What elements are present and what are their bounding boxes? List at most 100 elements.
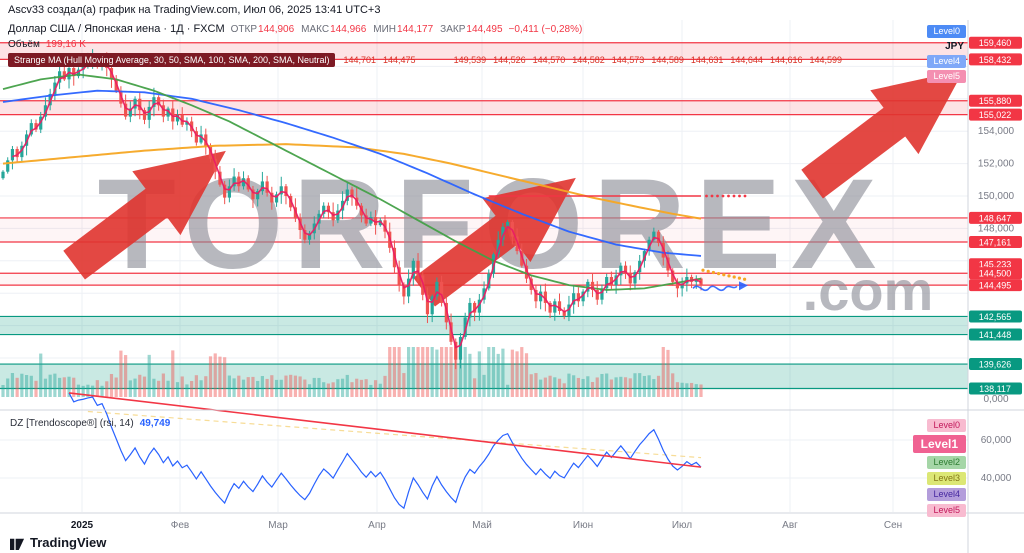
ohlc-field-label: ЗАКР [440,23,466,35]
tradingview-logo-icon [10,538,25,550]
top-right-level-badges: Level0 JPY Level4 Level5 [927,25,966,83]
price-axis-label: 40,000 [981,473,1012,484]
volume-legend-row: Объём 199,16 K [8,39,86,50]
level-badge-level5: Level5 [927,70,966,83]
ohlc-values: ОТКР 144,906 МАКС 144,966 МИН 144,177 ЗАКР 144,… [231,24,503,35]
price-level-tag-value: 155,880 [979,96,1012,106]
level-badge-level4: Level4 [927,488,966,501]
level-badge-level1: Level1 [912,435,966,453]
tradingview-brand-label: TradingView [30,535,107,550]
time-axis-label: Фев [171,520,189,531]
price-level-tag-value: 138,117 [979,384,1011,394]
ma-value: 144,582 [572,55,605,65]
time-axis-label: Мар [268,520,288,531]
chart-canvas[interactable]: TORFOREX.com 154,000 152,000 150,000 148,00… [0,20,1024,553]
svg-text:.com: .com [803,259,934,322]
price-level-tag-value: 142,565 [979,312,1012,322]
ohlc-field-label: МАКС [301,23,330,35]
price-level-tag [969,358,1022,371]
time-axis[interactable]: 2025 Фев Мар Апр Май Июн Июл Авг Сен [71,520,902,531]
price-axis-label: 60,000 [981,435,1012,446]
price-level-tag [969,235,1022,248]
price-axis-label: 152,000 [978,159,1015,170]
change-value: −0,411 (−0,28%) [508,23,583,35]
price-level-tag [969,310,1022,323]
price-axis-label: 0,000 [983,394,1008,405]
symbol-title[interactable]: Доллар США / Японская иена · 1Д · FXCM [8,23,225,35]
bottom-right-level-badges: Level0 Level1 Level2 Level3 Level4 Level5 [912,419,966,517]
price-level-tag [969,211,1022,224]
price-level-tag-value: 148,647 [979,213,1012,223]
price-level-tag [969,53,1022,66]
price-level-tag [969,328,1022,341]
attribution-bar: Ascv33 создал(а) график на TradingView.c… [0,0,1024,20]
level-badge-level3: Level3 [927,472,966,485]
time-axis-label: 2025 [71,520,94,531]
tradingview-footer[interactable]: TradingView [10,535,106,550]
chart-area: TORFOREX.com 154,000 152,000 150,000 148,00… [0,20,1024,553]
price-level-tag-value: 139,626 [979,360,1012,370]
ma-value: 144,570 [532,55,566,65]
symbol-legend-row: Доллар США / Японская иена · 1Д · FXCM О… [8,23,582,35]
price-level-tag [969,94,1022,107]
price-level-tag-value: 141,448 [979,330,1012,340]
volume-value: 199,16 K [45,39,86,50]
price-level-tag-value: 159,460 [979,38,1012,48]
price-level-tag-value: 147,161 [979,237,1012,247]
price-level-tag-value: 145,233 [979,260,1012,270]
price-level-tag-value: 155,022 [979,110,1012,120]
level-badge-level2: Level2 [927,456,966,469]
level-badge-level4: Level4 [927,55,966,68]
watermark-layer: TORFOREX.com [63,69,964,322]
price-level-tag [969,36,1022,49]
ohlc-field-value: 144,906 [258,23,295,35]
price-axis-label: 148,000 [978,223,1015,234]
ohlc-field-value: 144,966 [330,23,367,35]
ma-value: 144,475 [383,55,416,65]
ma-values: 144,701 144,475 149,539 144,526 144,570 144,5… [343,55,842,65]
ma-value: 149,539 [453,55,487,65]
price-axis[interactable]: 154,000 152,000 150,000 148,000 0,000 60,000 4… [0,20,1024,553]
time-axis-label: Апр [368,520,386,531]
ma-legend-row: Strange MA (Hull Moving Average, 30, 50,… [8,53,842,67]
price-level-tag [969,279,1022,292]
ma-value: 144,526 [493,55,526,65]
ohlc-field-value: 144,495 [466,23,503,35]
volume-label[interactable]: Объём [8,39,40,50]
price-level-tag [969,267,1022,280]
ma-value: 144,616 [769,55,803,65]
level-badge-jpy: JPY [945,41,964,52]
price-level-tag [969,382,1022,395]
price-level-tag-value: 144,500 [979,269,1012,279]
ma-value: 144,701 [343,55,377,65]
price-level-tag [969,108,1022,121]
ma-indicator-title[interactable]: Strange MA (Hull Moving Average, 30, 50,… [8,53,336,67]
ma-value: 144,644 [730,55,763,65]
drawing-overlays-layer [488,194,748,292]
price-level-tag-value: 158,432 [979,55,1012,65]
ohlc-field-label: МИН [373,23,397,35]
volume-layer [1,347,703,397]
level-badge-level5: Level5 [927,504,966,517]
dz-legend-row: DZ [Trendoscope®] (rsi, 14) 49,749 [10,418,170,429]
ma-value: 144,589 [651,55,684,65]
ma-value: 144,573 [611,55,645,65]
price-level-tag-value: 144,495 [979,281,1012,291]
ma-value: 144,599 [809,55,843,65]
price-axis-label: 150,000 [978,191,1015,202]
time-axis-label: Май [472,520,492,531]
ma-value: 144,631 [690,55,724,65]
level-badge-level0: Level0 [927,25,966,38]
ohlc-field-label: ОТКР [230,23,258,35]
level-badge-level0: Level0 [927,419,966,432]
ohlc-field-value: 144,177 [397,23,434,35]
time-axis-label: Авг [782,520,798,531]
price-axis-label: 154,000 [978,126,1015,137]
time-axis-label: Сен [884,520,902,531]
dz-indicator-title[interactable]: DZ [Trendoscope®] (rsi, 14) [10,418,134,429]
time-axis-label: Июл [672,520,692,531]
rsi-subpanel-layer [68,392,702,510]
time-axis-label: Июн [573,520,593,531]
dz-indicator-value: 49,749 [139,418,171,429]
